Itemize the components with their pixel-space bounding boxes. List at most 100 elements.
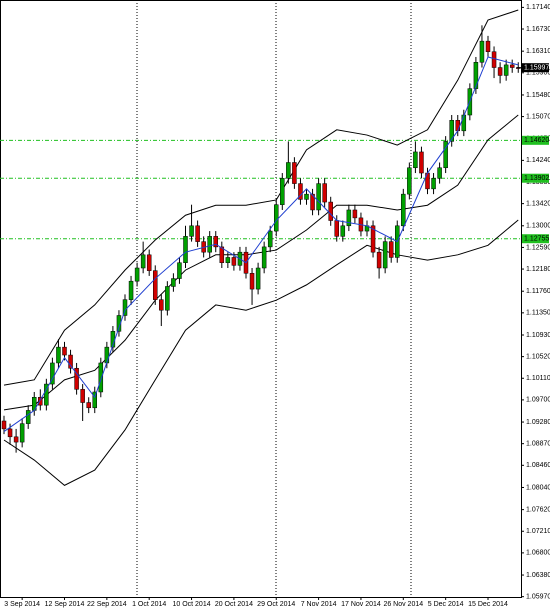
- candle-body: [388, 241, 394, 258]
- y-tick-label: 1.09700: [526, 397, 550, 404]
- level-label: 1.12755: [524, 236, 549, 243]
- candle-body: [370, 225, 376, 253]
- candle-body: [74, 367, 79, 390]
- y-tick-label: 1.06800: [526, 550, 550, 557]
- x-tick-label: 10 Oct 2014: [172, 601, 210, 608]
- candle-body: [503, 64, 509, 76]
- candle-body: [407, 167, 412, 195]
- candle-body: [509, 64, 515, 68]
- candle-body: [485, 40, 491, 52]
- y-tick-label: 1.10520: [526, 353, 550, 360]
- y-tick-label: 1.14240: [526, 157, 550, 164]
- candle-body: [1, 420, 7, 430]
- y-tick-label: 1.06380: [526, 572, 550, 579]
- candle-body: [195, 225, 200, 242]
- x-tick-label: 20 Oct 2014: [215, 601, 253, 608]
- candle-body: [310, 193, 315, 211]
- candle-body: [159, 299, 164, 311]
- candle-body: [340, 225, 346, 237]
- candle-body: [352, 209, 358, 219]
- y-tick-label: 1.17140: [526, 4, 550, 11]
- candle-body: [267, 230, 273, 248]
- y-tick-label: 1.10930: [526, 332, 550, 339]
- x-tick-label: 29 Oct 2014: [257, 601, 295, 608]
- y-tick-label: 1.15070: [526, 113, 550, 120]
- candle-body: [455, 120, 460, 132]
- y-tick-label: 1.09280: [526, 419, 550, 426]
- candle-body: [473, 62, 479, 89]
- candle-body: [50, 362, 55, 385]
- candle-body: [68, 354, 73, 369]
- candle-body: [316, 183, 321, 211]
- y-tick-label: 1.08460: [526, 462, 550, 469]
- candle-body: [261, 246, 267, 269]
- y-tick-label: 1.11760: [526, 288, 550, 295]
- moving-average: [3, 56, 519, 432]
- y-tick-label: 1.07620: [526, 506, 550, 513]
- current-price-box: [522, 63, 549, 73]
- candle-body: [62, 346, 67, 356]
- candle-body: [334, 220, 339, 237]
- candle-body: [443, 141, 448, 169]
- candle-body: [255, 267, 261, 290]
- candle-body: [219, 246, 225, 263]
- candle-body: [183, 236, 188, 263]
- candle-body: [25, 410, 31, 424]
- candle-body: [19, 423, 25, 443]
- candle-body: [80, 389, 85, 403]
- bollinger-middle: [3, 114, 519, 411]
- candle-body: [449, 120, 454, 142]
- y-tick-label: 1.11350: [526, 310, 550, 317]
- x-tick-label: 22 Sep 2014: [87, 601, 127, 608]
- candle-body: [86, 402, 91, 409]
- candle-body: [116, 315, 122, 332]
- candle-body: [98, 362, 104, 393]
- candle-body: [128, 280, 134, 300]
- y-tick-label: 1.13420: [526, 200, 550, 207]
- candle-body: [401, 193, 406, 227]
- candle-body: [225, 257, 231, 263]
- candle-body: [231, 257, 237, 266]
- y-tick-label: 1.07210: [526, 528, 550, 535]
- candle-body: [382, 241, 388, 269]
- y-tick-label: 1.08040: [526, 484, 550, 491]
- level-label: 1.14620: [524, 137, 549, 144]
- x-tick-label: 12 Sep 2014: [45, 601, 85, 608]
- candle-body: [134, 267, 140, 282]
- candle-body: [280, 178, 285, 205]
- candle-body: [177, 262, 182, 279]
- candle-body: [44, 383, 49, 406]
- candle-body: [292, 162, 297, 184]
- candle-body: [13, 436, 19, 443]
- candle-body: [213, 236, 218, 248]
- y-tick-label: 1.12590: [526, 244, 550, 251]
- candle-body: [104, 346, 110, 364]
- candle-body: [140, 254, 146, 269]
- candle-body: [274, 204, 279, 232]
- candle-body: [171, 278, 176, 287]
- x-tick-label: 15 Dec 2014: [468, 601, 508, 608]
- candle-body: [497, 67, 503, 76]
- y-tick-label: 1.15900: [526, 70, 550, 77]
- x-tick-label: 3 Sep 2014: [4, 601, 40, 608]
- candle-body: [38, 397, 43, 406]
- level-box: [522, 173, 549, 183]
- candle-body: [413, 151, 418, 169]
- candle-body: [322, 183, 327, 203]
- bollinger-upper: [3, 9, 519, 386]
- candle-body: [419, 151, 424, 174]
- plot-frame: [0, 0, 522, 598]
- y-tick-label: 1.08870: [526, 441, 550, 448]
- y-tick-label: 1.12180: [526, 266, 550, 273]
- current-price-label: 1.15997: [524, 65, 549, 72]
- candle-body: [298, 183, 303, 200]
- candle-body: [92, 391, 97, 409]
- y-tick-label: 1.16730: [526, 26, 550, 33]
- level-box: [522, 135, 549, 145]
- x-tick-label: 26 Nov 2014: [383, 601, 423, 608]
- level-label: 1.13902: [524, 175, 549, 182]
- candle-body: [376, 251, 382, 269]
- candle-body: [146, 254, 152, 271]
- candle-body: [286, 162, 291, 179]
- candle-body: [346, 209, 352, 227]
